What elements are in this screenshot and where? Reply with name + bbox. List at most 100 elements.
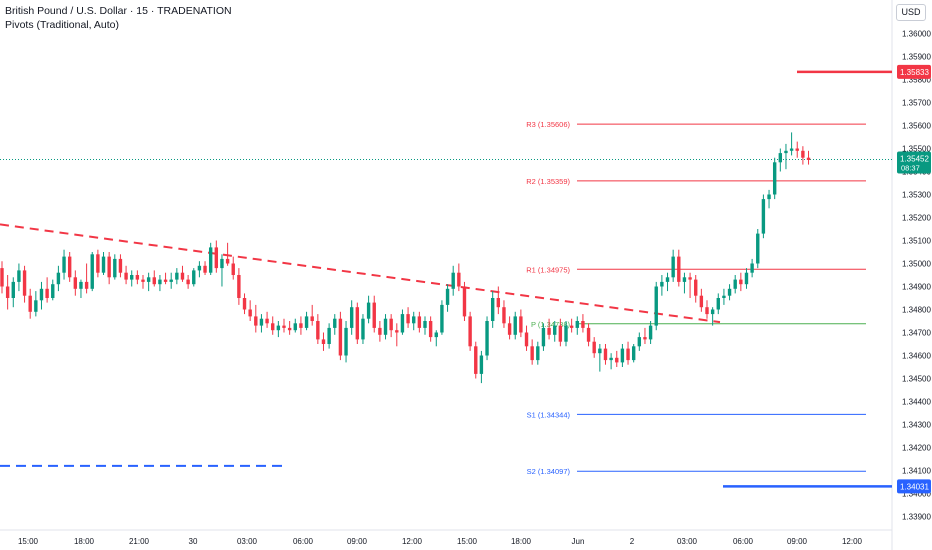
candle-body [383, 318, 388, 335]
candle-body [468, 316, 472, 347]
candle-body [789, 148, 794, 151]
candle-body [490, 298, 495, 321]
candle-body [316, 321, 320, 340]
candle-body [536, 346, 540, 361]
candle-body [428, 321, 433, 338]
y-tick-label: 1.34100 [902, 467, 931, 476]
candle-body [541, 327, 546, 347]
candle-body [801, 150, 805, 158]
y-tick-label: 1.35800 [902, 76, 931, 85]
candle-body [355, 307, 360, 340]
candle-body [304, 316, 309, 328]
candle-body [11, 281, 15, 298]
y-tick-label: 1.34400 [902, 398, 931, 407]
candle-body [372, 302, 376, 328]
current-price-label: 1.35452 [900, 155, 929, 164]
countdown-label: 08:37 [901, 164, 920, 173]
candle-body [395, 330, 399, 333]
candle-body [462, 286, 467, 317]
candle-body [592, 341, 596, 354]
y-tick-label: 1.35500 [902, 145, 931, 154]
candle-body [569, 325, 574, 328]
candle-body [575, 321, 579, 328]
y-tick-label: 1.34300 [902, 421, 931, 430]
x-tick-label: 15:00 [457, 537, 478, 546]
candle-body [727, 288, 732, 296]
candle-body [524, 332, 529, 347]
y-tick-label: 1.34700 [902, 329, 931, 338]
candle-body [51, 284, 55, 298]
candle-body [440, 304, 444, 333]
candle-body [756, 233, 760, 264]
candle-body [778, 153, 783, 163]
candle-body [107, 256, 111, 278]
candle-body [451, 272, 455, 289]
candle-body [90, 254, 94, 289]
candle-body [62, 256, 66, 273]
candle-body [282, 325, 286, 328]
candle-body [519, 316, 523, 333]
level-price-tag [897, 64, 931, 79]
candle-body [400, 314, 405, 333]
candle-body [338, 318, 343, 356]
level-price-label: 1.34031 [900, 482, 929, 491]
pivot-label: R1 (1.34975) [526, 265, 570, 274]
candle-body [254, 316, 258, 326]
candle-body [186, 279, 190, 285]
candle-body [203, 265, 207, 273]
candle-body [474, 346, 478, 374]
x-tick-label: Jun [572, 537, 585, 546]
candle-body [276, 325, 281, 331]
candle-body [586, 327, 591, 342]
candle-body [631, 346, 636, 361]
candle-body [671, 256, 675, 278]
candle-body [141, 279, 145, 282]
x-tick-label: 18:00 [74, 537, 95, 546]
candle-body [158, 279, 162, 285]
candle-body [795, 148, 799, 151]
candle-body [321, 339, 326, 344]
candle-body [344, 327, 348, 356]
candle-body [169, 279, 173, 282]
candle-body [479, 355, 484, 374]
candle-body [677, 256, 681, 282]
candle-body [248, 309, 252, 317]
y-tick-label: 1.35300 [902, 191, 931, 200]
candle-body [259, 318, 264, 326]
candle-body [242, 298, 247, 310]
trendline[interactable] [0, 223, 721, 324]
y-tick-label: 1.34900 [902, 283, 931, 292]
candle-body [17, 270, 21, 282]
candle-body [124, 272, 128, 280]
candle-body [750, 263, 754, 273]
candle-body [5, 286, 10, 298]
y-tick-label: 1.35000 [902, 260, 931, 269]
chart-title: British Pound / U.S. Dollar · 15 · TRADE… [5, 5, 232, 17]
candle-body [445, 288, 450, 305]
x-tick-label: 03:00 [237, 537, 258, 546]
candle-body [434, 332, 438, 338]
x-tick-label: 30 [189, 537, 198, 546]
candle-body [101, 256, 106, 273]
y-tick-label: 1.35700 [902, 99, 931, 108]
candle-body [366, 302, 371, 319]
currency-button[interactable]: USD [896, 4, 926, 21]
candle-body [694, 279, 698, 296]
candle-body [214, 247, 219, 269]
candle-body [485, 321, 489, 356]
candle-body [56, 272, 61, 285]
y-tick-label: 1.34600 [902, 352, 931, 361]
candle-body [208, 247, 213, 273]
candle-body [739, 279, 743, 285]
x-tick-label: 09:00 [787, 537, 808, 546]
x-tick-label: 06:00 [293, 537, 314, 546]
candle-body [767, 194, 771, 200]
candle-body [180, 272, 185, 280]
y-tick-label: 1.35900 [902, 53, 931, 62]
candle-body [333, 318, 337, 328]
x-tick-label: 09:00 [347, 537, 368, 546]
candle-body [287, 327, 292, 331]
candle-body [197, 265, 202, 271]
x-tick-label: 12:00 [402, 537, 423, 546]
